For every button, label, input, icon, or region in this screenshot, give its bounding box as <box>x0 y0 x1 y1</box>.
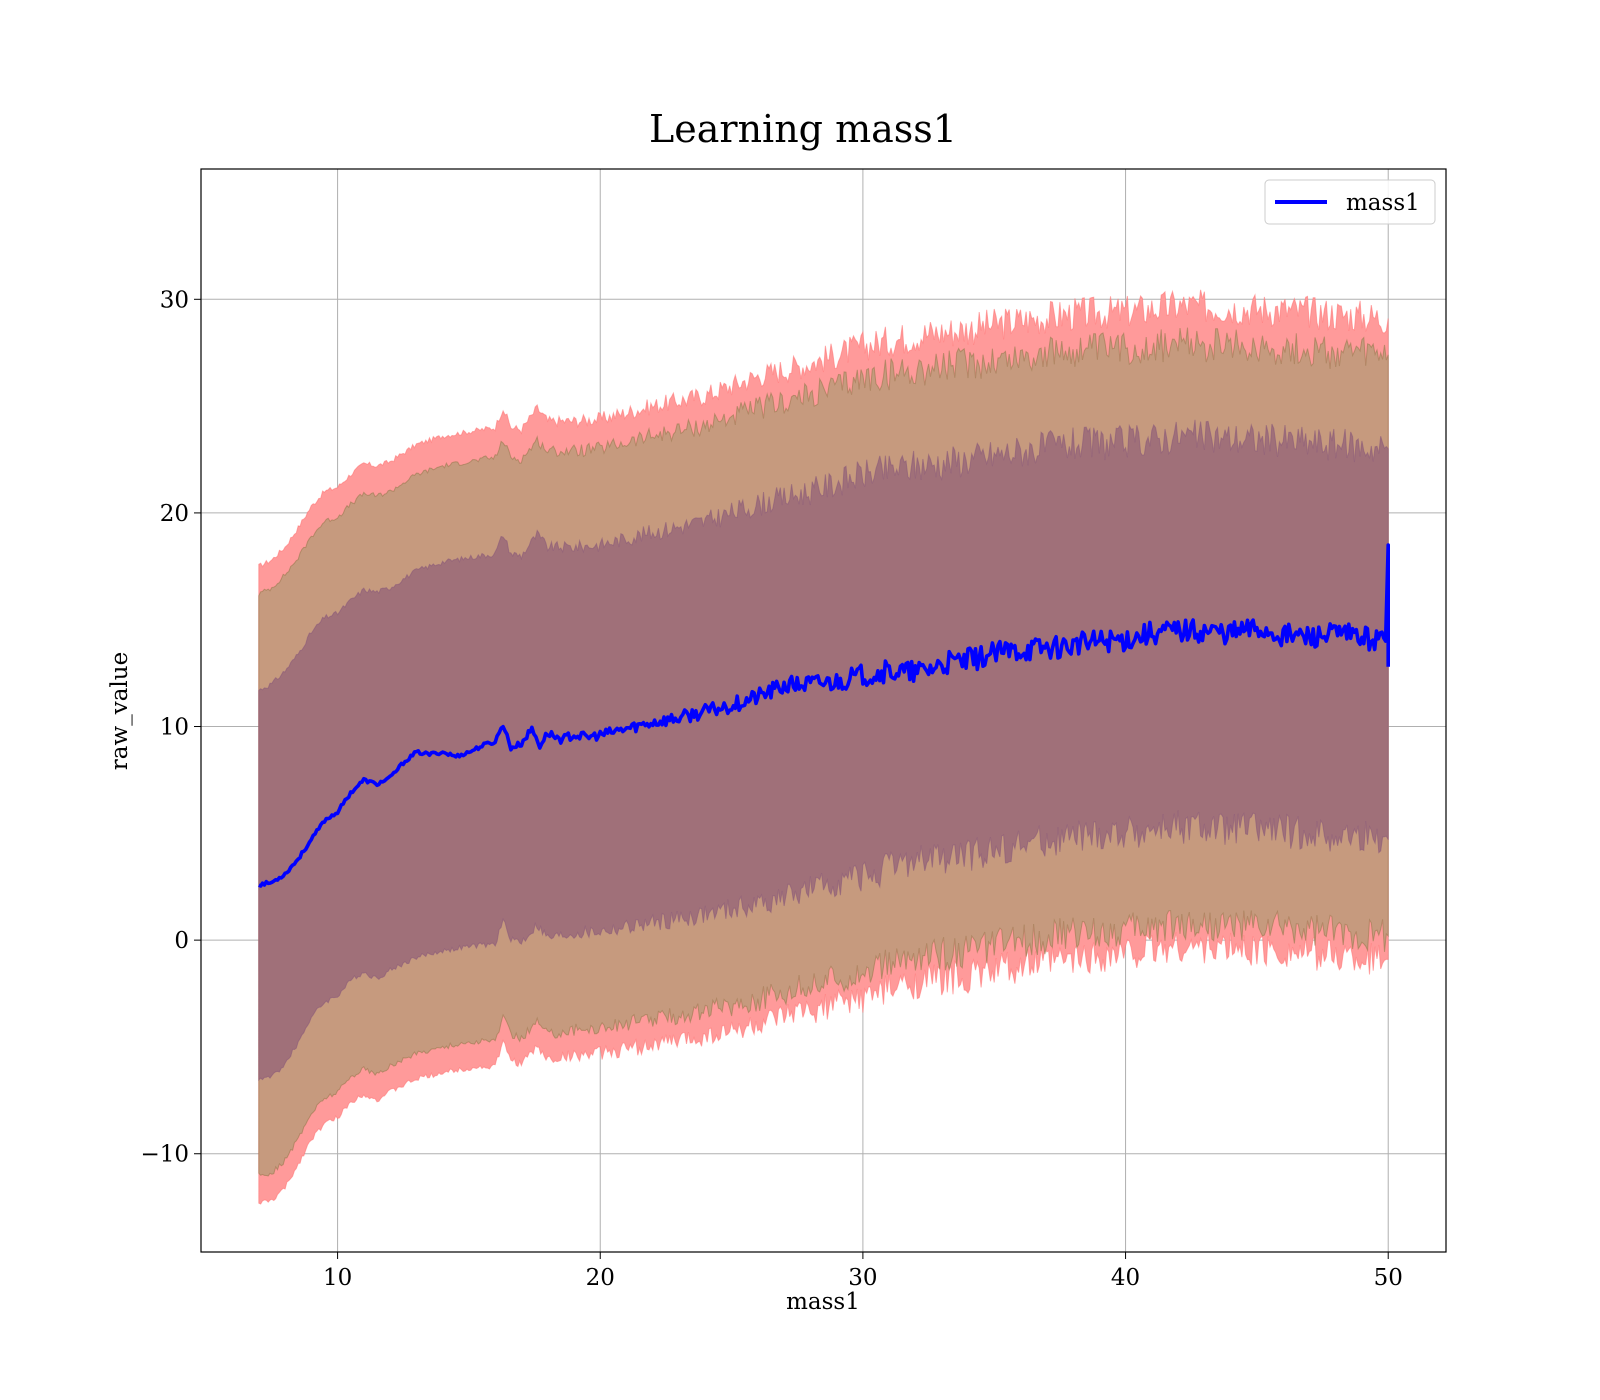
x-tick-label: 10 <box>323 1265 352 1291</box>
x-axis-label: mass1 <box>786 1289 860 1315</box>
series-line-mass1 <box>258 543 1390 888</box>
chart-title: Learning mass1 <box>649 107 957 151</box>
y-tick-label: 10 <box>160 715 189 741</box>
legend-label-mass1: mass1 <box>1346 190 1420 216</box>
y-tick-label: −10 <box>140 1142 189 1168</box>
band-layer <box>258 289 1389 1205</box>
x-tick-label: 30 <box>848 1265 877 1291</box>
y-axis: −10 0 10 20 30 <box>140 287 201 1168</box>
y-axis-label: raw_value <box>107 652 133 770</box>
x-tick-label: 20 <box>586 1265 615 1291</box>
x-axis: 10 20 30 40 50 <box>323 1252 1403 1291</box>
y-tick-label: 30 <box>160 287 189 313</box>
plot-area <box>258 289 1390 1205</box>
legend-box <box>1264 179 1436 225</box>
line-layer <box>258 543 1390 888</box>
y-tick-label: 0 <box>174 928 189 954</box>
x-tick-label: 40 <box>1111 1265 1140 1291</box>
legend: mass1 <box>1264 179 1436 225</box>
inner-band <box>258 419 1389 1082</box>
x-tick-label: 50 <box>1374 1265 1403 1291</box>
y-tick-label: 20 <box>160 501 189 527</box>
plot-frame <box>200 168 1447 1253</box>
